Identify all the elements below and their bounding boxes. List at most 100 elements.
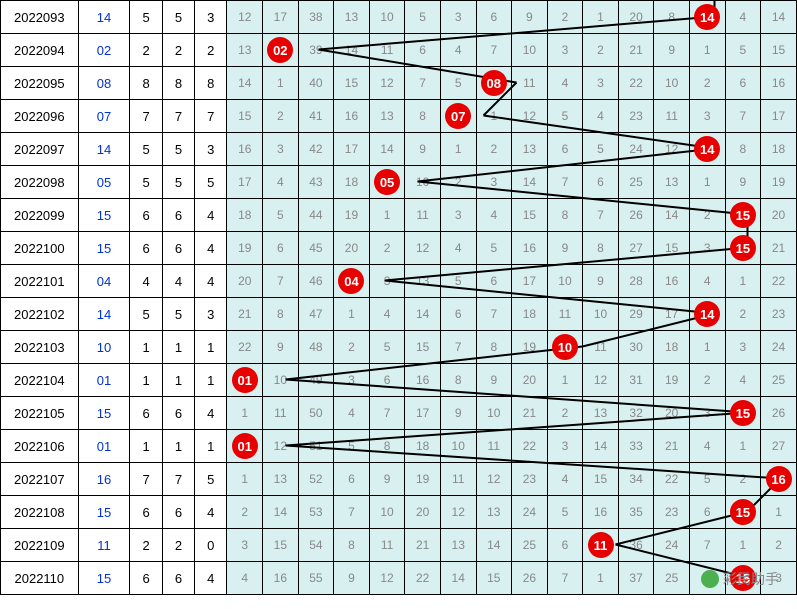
grid-cell: 13: [583, 397, 619, 430]
grid-cell: 7: [547, 166, 583, 199]
grid-cell: 12: [583, 364, 619, 397]
grid-cell: 9: [334, 562, 370, 595]
grid-cell: 39: [298, 34, 334, 67]
grid-cell: 14: [689, 133, 725, 166]
period-cell: 2022105: [1, 397, 79, 430]
table-row: 20221101566441655912221415267137258153: [1, 562, 797, 595]
table-row: 2022103101112294825157819101130181324: [1, 331, 797, 364]
grid-cell: 1: [725, 430, 761, 463]
grid-cell: 45: [298, 232, 334, 265]
stat-cell: 7: [130, 100, 162, 133]
grid-cell: 3: [547, 430, 583, 463]
grid-cell: 12: [405, 232, 441, 265]
grid-cell: 9: [440, 397, 476, 430]
stat-cell: 1: [162, 364, 194, 397]
grid-cell: 1: [583, 562, 619, 595]
grid-cell: 16: [512, 232, 548, 265]
stat-cell: 4: [195, 397, 227, 430]
number-cell: 16: [78, 463, 130, 496]
grid-cell: 26: [512, 562, 548, 595]
grid-cell: 2: [547, 397, 583, 430]
stat-cell: 8: [195, 67, 227, 100]
stat-cell: 7: [130, 463, 162, 496]
grid-cell: 9: [476, 364, 512, 397]
grid-cell: 2: [547, 1, 583, 34]
stat-cell: 5: [130, 298, 162, 331]
table-row: 2022098055551744318051023147625131919: [1, 166, 797, 199]
stat-cell: 1: [130, 430, 162, 463]
grid-cell: 3: [689, 397, 725, 430]
stat-cell: 8: [130, 67, 162, 100]
grid-cell: 7: [334, 496, 370, 529]
period-cell: 2022108: [1, 496, 79, 529]
grid-cell: 15: [512, 199, 548, 232]
grid-cell: 14: [334, 34, 370, 67]
grid-cell: 1: [476, 100, 512, 133]
grid-cell: 2: [227, 496, 263, 529]
table-row: 2022104011110110493616892011231192425: [1, 364, 797, 397]
grid-cell: 14: [476, 529, 512, 562]
grid-cell: 6: [440, 298, 476, 331]
stat-cell: 5: [130, 1, 162, 34]
grid-cell: 13: [334, 1, 370, 34]
number-cell: 14: [78, 298, 130, 331]
grid-cell: 6: [689, 496, 725, 529]
stat-cell: 4: [195, 199, 227, 232]
grid-cell: 14: [654, 199, 690, 232]
ball-marker: 11: [588, 532, 614, 558]
grid-cell: 2: [689, 67, 725, 100]
grid-cell: 10: [654, 67, 690, 100]
grid-cell: 1: [334, 298, 370, 331]
grid-cell: 5: [334, 430, 370, 463]
grid-cell: 15: [654, 232, 690, 265]
grid-cell: 21: [405, 529, 441, 562]
grid-cell: 24: [654, 529, 690, 562]
stat-cell: 4: [162, 265, 194, 298]
ball-marker: 05: [374, 169, 400, 195]
number-cell: 04: [78, 265, 130, 298]
grid-cell: 2: [725, 298, 761, 331]
grid-cell: 47: [298, 298, 334, 331]
grid-cell: 10: [369, 1, 405, 34]
grid-cell: 41: [298, 100, 334, 133]
grid-cell: 17: [263, 1, 299, 34]
grid-cell: 11: [263, 397, 299, 430]
ball-marker: 14: [694, 136, 720, 162]
grid-cell: 4: [227, 562, 263, 595]
grid-cell: 4: [725, 1, 761, 34]
grid-cell: 1: [725, 265, 761, 298]
grid-cell: 1: [227, 397, 263, 430]
grid-cell: 24: [761, 331, 797, 364]
grid-cell: 05: [369, 166, 405, 199]
grid-cell: 4: [476, 199, 512, 232]
stat-cell: 6: [130, 199, 162, 232]
grid-cell: 2: [476, 133, 512, 166]
grid-cell: 15: [761, 34, 797, 67]
grid-cell: 5: [547, 496, 583, 529]
grid-cell: 1: [440, 133, 476, 166]
ball-marker: 15: [730, 400, 756, 426]
grid-cell: 13: [476, 496, 512, 529]
grid-cell: 40: [298, 67, 334, 100]
stat-cell: 6: [162, 562, 194, 595]
number-cell: 01: [78, 430, 130, 463]
stat-cell: 1: [162, 430, 194, 463]
grid-cell: 9: [369, 463, 405, 496]
stat-cell: 5: [162, 1, 194, 34]
watermark-logo-icon: [701, 570, 719, 588]
grid-cell: 25: [512, 529, 548, 562]
grid-cell: 34: [618, 463, 654, 496]
ball-marker: 15: [730, 235, 756, 261]
table-row: 20221051566411150471791021213322031526: [1, 397, 797, 430]
grid-cell: 1: [547, 364, 583, 397]
grid-cell: 24: [512, 496, 548, 529]
grid-cell: 52: [298, 463, 334, 496]
ball-marker: 10: [552, 334, 578, 360]
grid-cell: 4: [263, 166, 299, 199]
grid-cell: 5: [440, 265, 476, 298]
grid-cell: 15: [263, 529, 299, 562]
grid-cell: 7: [440, 331, 476, 364]
grid-cell: 8: [405, 100, 441, 133]
ball-marker: 07: [445, 103, 471, 129]
grid-cell: 50: [298, 397, 334, 430]
